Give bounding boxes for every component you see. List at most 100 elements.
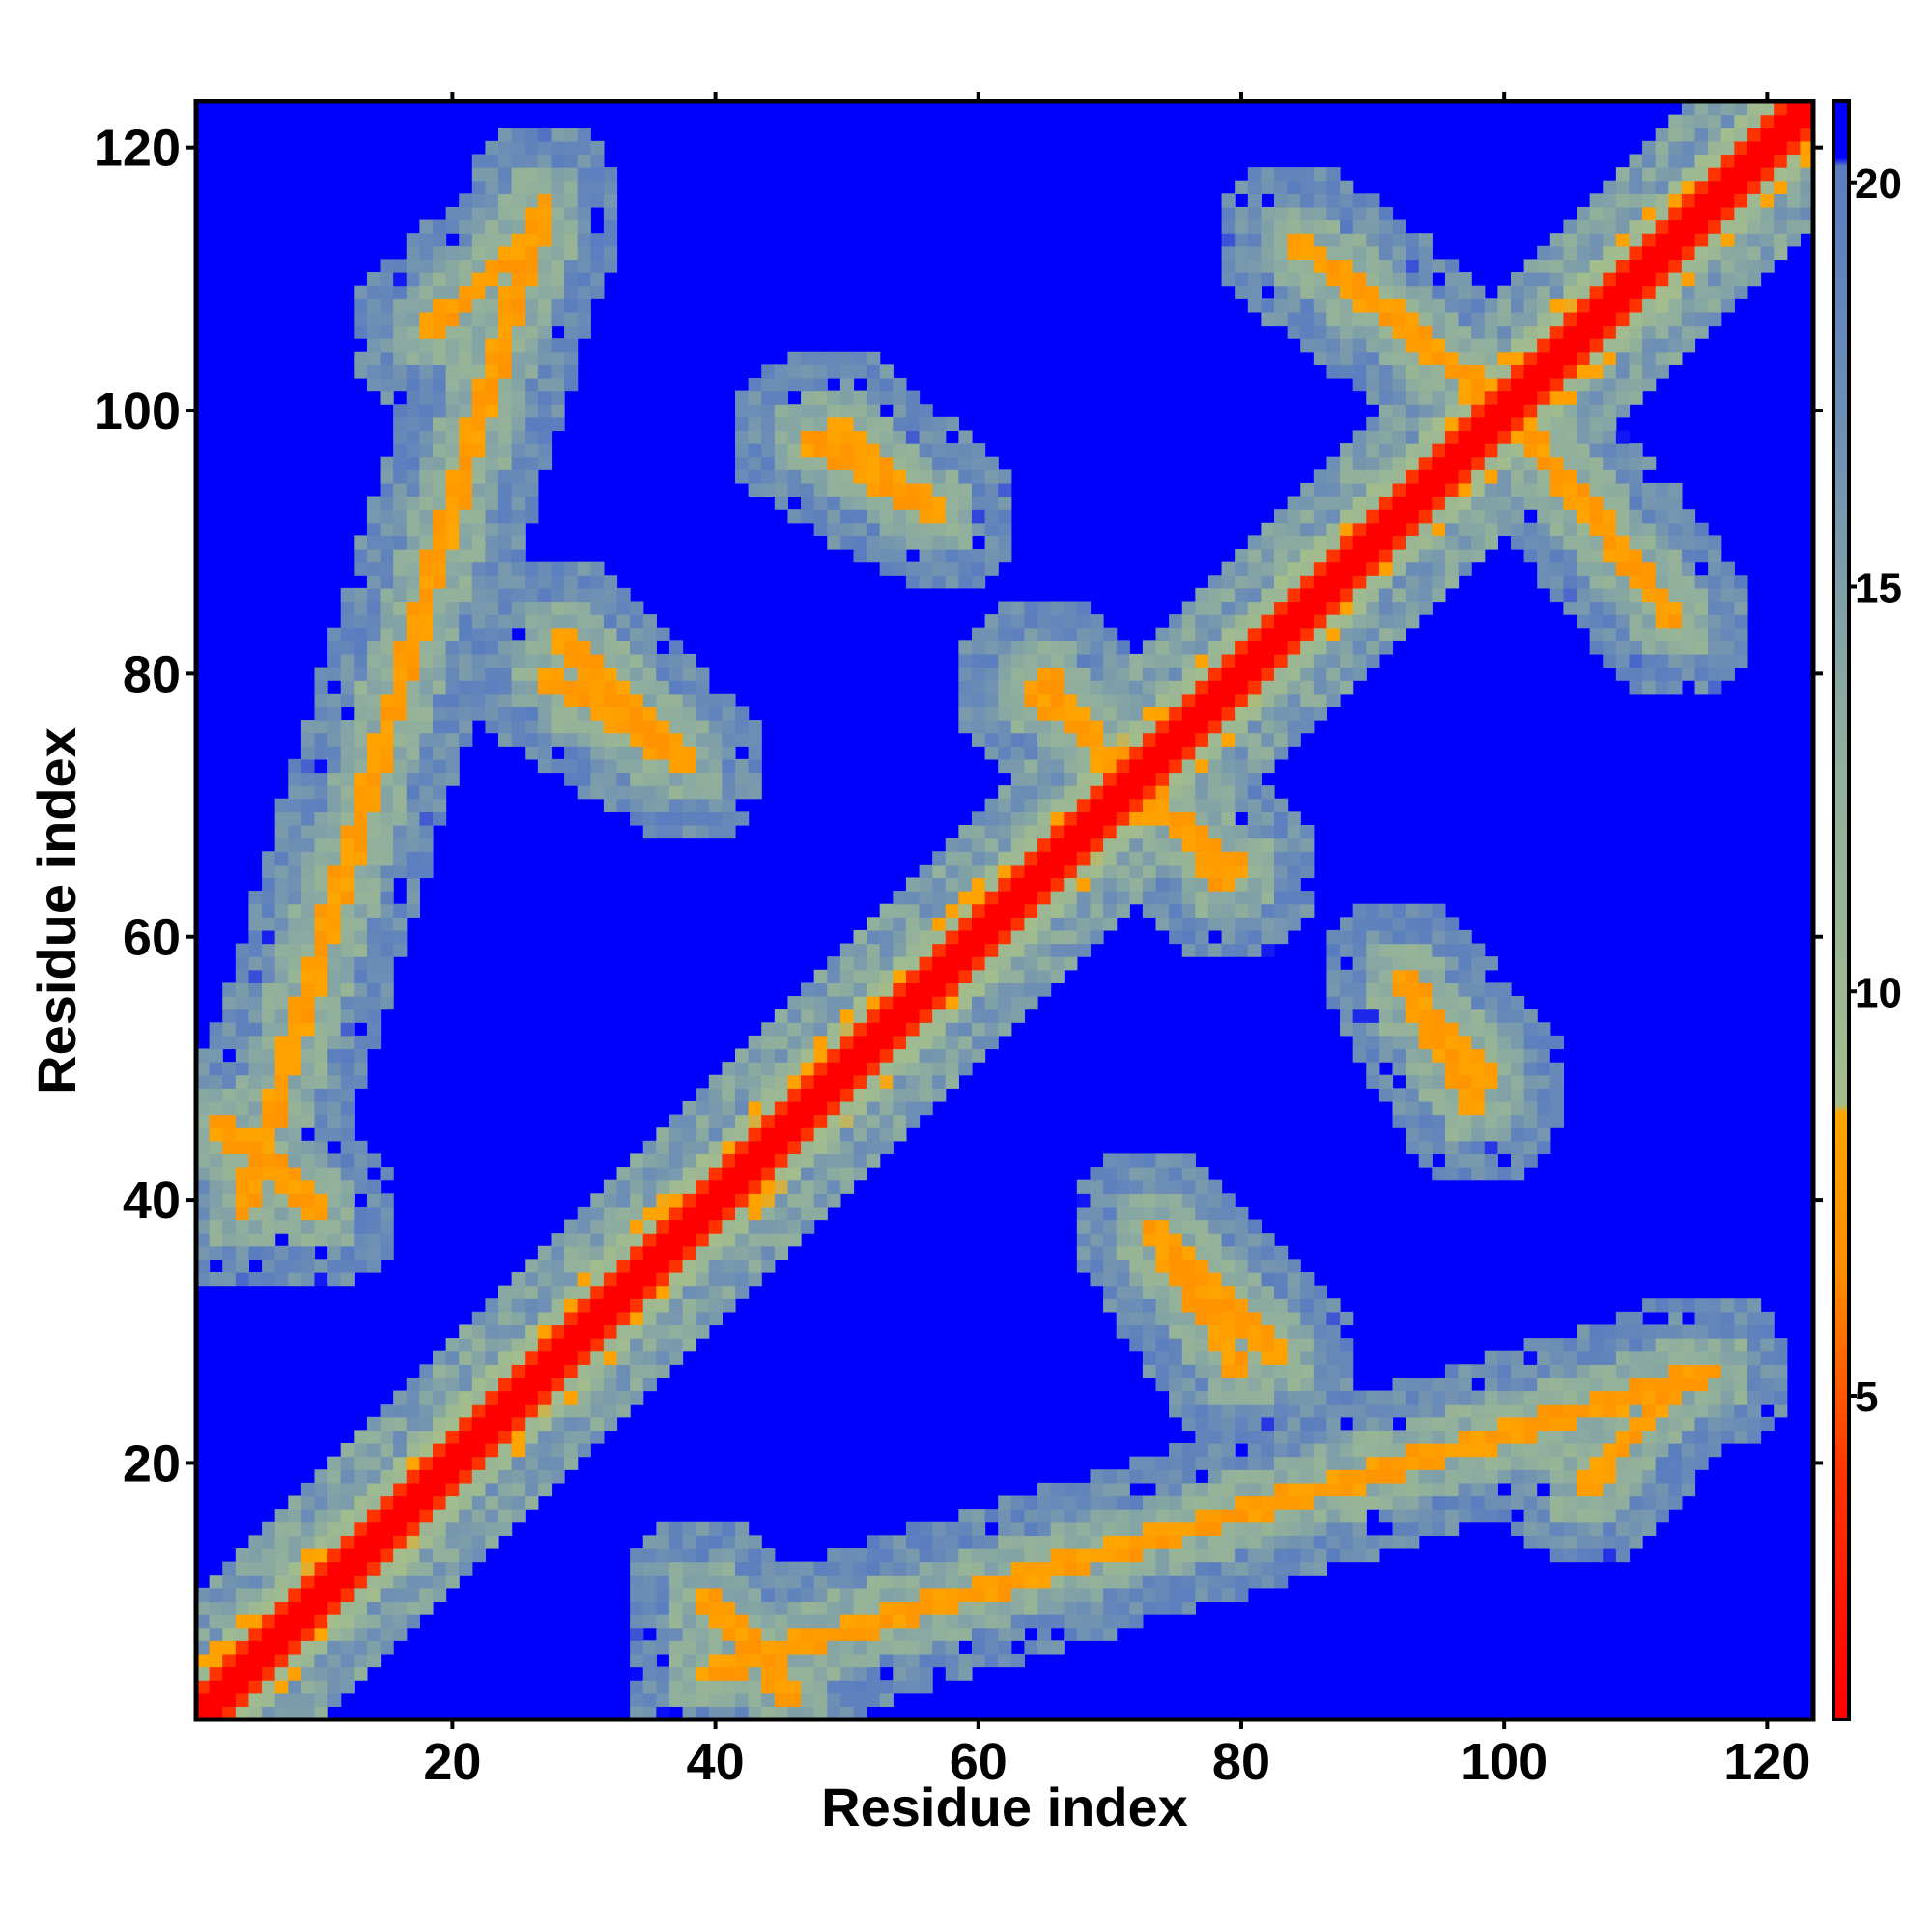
heatmap-cell [616,667,631,681]
heatmap-cell [1300,1338,1315,1352]
heatmap-cell [262,969,276,983]
heatmap-cell [1247,1271,1262,1287]
heatmap-cell [380,614,394,629]
heatmap-cell [511,575,526,589]
heatmap-cell [656,1219,670,1234]
heatmap-cell [1142,1219,1157,1234]
heatmap-cell [958,851,973,866]
heatmap-cell [354,1443,368,1458]
heatmap-cell [656,1640,670,1655]
heatmap-cell [1352,1482,1367,1497]
heatmap-cell [1024,746,1038,760]
heatmap-cell [1392,509,1406,524]
heatmap-cell [419,758,434,774]
heatmap-cell [537,746,553,760]
heatmap-cell [1406,1443,1420,1458]
heatmap-cell [196,1233,211,1247]
heatmap-cell [998,929,1012,945]
heatmap-cell [1378,1430,1394,1444]
heatmap-cell [1221,219,1236,234]
heatmap-cell [1300,1311,1315,1326]
heatmap-cell [406,720,420,734]
heatmap-cell [787,1706,802,1720]
heatmap-cell [1300,193,1315,208]
heatmap-cell [879,1114,894,1128]
heatmap-cell [564,1324,579,1339]
heatmap-cell [406,653,420,668]
heatmap-cell [656,1127,670,1142]
heatmap-cell [340,667,355,681]
heatmap-cell [393,640,408,655]
heatmap-cell [1287,680,1301,695]
heatmap-cell [1366,561,1380,576]
heatmap-cell [459,1416,473,1432]
heatmap-cell [1024,996,1038,1010]
heatmap-cell [642,706,657,721]
heatmap-cell [564,325,579,339]
heatmap-cell [432,680,447,695]
heatmap-cell [1169,1587,1183,1603]
heatmap-cell [1406,351,1420,365]
heatmap-cell [1326,601,1341,615]
heatmap-cell [1274,693,1289,708]
heatmap-cell [656,693,670,708]
heatmap-cell [761,430,776,444]
heatmap-cell [1181,903,1196,918]
heatmap-cell [616,1324,631,1339]
heatmap-cell [813,482,828,497]
heatmap-cell [1064,667,1078,681]
heatmap-cell [668,1601,684,1615]
heatmap-cell [327,811,342,826]
heatmap-cell [314,1653,328,1668]
heatmap-cell [616,614,631,629]
heatmap-cell [630,614,644,629]
heatmap-cell [1155,1482,1170,1497]
heatmap-cell [905,1062,921,1076]
heatmap-cell [1352,364,1367,379]
heatmap-cell [1010,851,1026,866]
heatmap-cell [406,338,420,353]
heatmap-cell [1352,469,1367,484]
heatmap-cell [485,154,499,168]
heatmap-cell [432,311,447,327]
heatmap-cell [380,1495,394,1510]
heatmap-cell [1340,1009,1354,1023]
heatmap-cell [209,1088,223,1102]
heatmap-cell [1050,1587,1065,1603]
heatmap-cell [1261,798,1275,812]
heatmap-cell [1326,1311,1341,1326]
heatmap-cell [1352,377,1367,392]
heatmap-cell [511,1430,526,1444]
heatmap-cell [196,1614,211,1629]
heatmap-cell [1274,1469,1289,1484]
heatmap-cell [262,1179,276,1194]
heatmap-cell [1326,1338,1341,1352]
heatmap-cell [1142,811,1157,826]
heatmap-cell [432,233,447,247]
heatmap-cell [879,1022,894,1037]
heatmap-cell [1287,311,1301,327]
heatmap-cell [1300,1456,1315,1470]
heatmap-cell [722,824,736,839]
heatmap-cell [1261,877,1275,892]
heatmap-cell [551,561,565,576]
heatmap-cell [932,469,947,484]
heatmap-cell [498,351,513,365]
heatmap-cell [656,627,670,641]
heatmap-cell [537,587,553,603]
heatmap-cell [314,1548,328,1563]
heatmap-cell [1221,1495,1236,1510]
heatmap-cell [1326,311,1341,327]
heatmap-cell [235,996,250,1010]
heatmap-cell [958,1653,973,1668]
heatmap-cell [235,1022,250,1037]
heatmap-cell [564,1404,579,1418]
heatmap-cell [511,720,526,734]
heatmap-cell [696,667,710,681]
heatmap-cell [761,1100,776,1116]
heatmap-cell [196,1193,211,1208]
heatmap-cell [551,180,565,194]
heatmap-cell [1313,1482,1328,1497]
heatmap-cell [1247,1416,1262,1432]
heatmap-cell [1169,877,1183,892]
